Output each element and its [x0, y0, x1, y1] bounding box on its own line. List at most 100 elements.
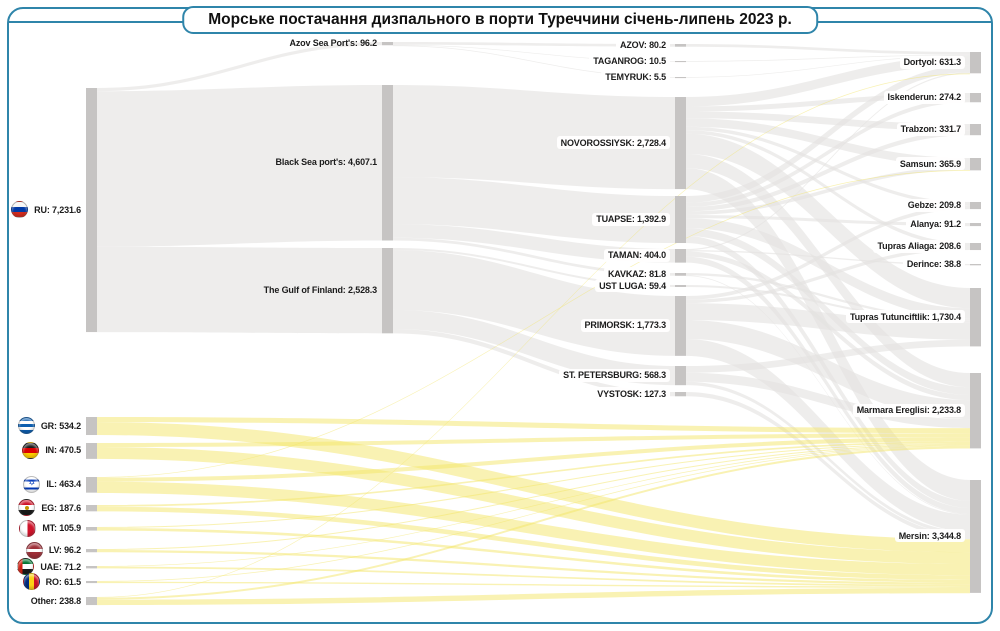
flow-gr-to-mersin[interactable]	[97, 422, 970, 553]
node-derince[interactable]	[970, 264, 981, 266]
flow-black-sea-ports-to-tuapse[interactable]	[393, 177, 675, 244]
flow-eg-to-marmara-ereglisi[interactable]	[97, 441, 970, 507]
flow-novorossiysk-to-mersin[interactable]	[686, 168, 970, 501]
flow-il-to-samsun[interactable]	[97, 170, 970, 478]
node-ru[interactable]	[86, 88, 97, 333]
chart-title: Морське постачання дизпального в порти Т…	[182, 6, 818, 34]
node-ro[interactable]	[86, 581, 97, 584]
node-st-petersburg[interactable]	[675, 366, 686, 386]
node-kavkaz[interactable]	[675, 273, 686, 276]
flow-st-petersburg-to-mersin[interactable]	[686, 381, 970, 535]
flow-black-sea-ports-to-kavkaz[interactable]	[393, 237, 675, 276]
flow-tuapse-to-trabzon[interactable]	[686, 130, 970, 212]
flow-ru-to-azov-sea-ports[interactable]	[97, 42, 382, 92]
flow-eg-to-mersin[interactable]	[97, 506, 970, 580]
node-uae[interactable]	[86, 566, 97, 569]
flow-ru-to-gulf-of-finland[interactable]	[97, 246, 382, 334]
node-mersin[interactable]	[970, 480, 981, 593]
flag-lv-icon	[25, 541, 43, 559]
node-marmara-ereglisi[interactable]	[970, 373, 981, 449]
node-iskenderun[interactable]	[970, 93, 981, 103]
flow-lv-to-marmara-ereglisi[interactable]	[97, 444, 970, 551]
flow-primorsk-to-gebze[interactable]	[686, 205, 970, 300]
flow-gulf-of-finland-to-st-petersburg[interactable]	[393, 309, 675, 386]
node-taman[interactable]	[675, 249, 686, 263]
flow-tuapse-to-dortyol[interactable]	[686, 65, 970, 203]
label-gebze: Gebze: 209.8	[903, 198, 965, 213]
node-trabzon[interactable]	[970, 124, 981, 136]
node-gulf-of-finland[interactable]	[382, 248, 393, 334]
node-il[interactable]	[86, 477, 97, 493]
flow-temyruk-to-dortyol[interactable]	[686, 55, 970, 78]
flow-il-to-marmara-ereglisi[interactable]	[97, 437, 970, 482]
flow-novorossiysk-to-gebze[interactable]	[686, 126, 970, 206]
flow-tuapse-to-iskenderun[interactable]	[686, 98, 970, 207]
node-primorsk[interactable]	[675, 296, 686, 356]
flow-ru-to-black-sea-ports[interactable]	[97, 85, 382, 247]
node-alanya[interactable]	[970, 223, 981, 227]
flow-gr-to-marmara-ereglisi[interactable]	[97, 417, 970, 434]
flow-other-to-mersin[interactable]	[97, 587, 970, 606]
flow-azov-sea-ports-to-temyruk[interactable]	[393, 45, 675, 78]
label-taganrog: TAGANROG: 10.5	[589, 54, 670, 69]
flow-vystosk-to-mersin[interactable]	[686, 392, 970, 540]
node-temyruk[interactable]	[675, 77, 686, 79]
flow-ro-to-mersin[interactable]	[97, 581, 970, 588]
node-gebze[interactable]	[970, 202, 981, 210]
label-lv: LV: 96.2	[25, 541, 81, 559]
node-tupras-aliaga[interactable]	[970, 243, 981, 251]
node-tuapse[interactable]	[675, 196, 686, 244]
node-black-sea-ports[interactable]	[382, 85, 393, 241]
flow-tuapse-to-samsun[interactable]	[686, 166, 970, 216]
node-vystosk[interactable]	[675, 392, 686, 397]
flow-novorossiysk-to-tupras-aliaga[interactable]	[686, 130, 970, 247]
flow-gulf-of-finland-to-vystosk[interactable]	[393, 329, 675, 397]
flow-taganrog-to-dortyol[interactable]	[686, 54, 970, 62]
flow-kavkaz-to-tupras-tutunciftlik[interactable]	[686, 273, 970, 321]
flow-taman-to-mersin[interactable]	[686, 256, 970, 514]
label-text-other: Other: 238.8	[30, 595, 81, 606]
node-gr[interactable]	[86, 417, 97, 436]
node-azov-sea-ports[interactable]	[382, 42, 393, 46]
flow-uae-to-mersin[interactable]	[97, 566, 970, 587]
flow-azov-to-dortyol[interactable]	[686, 44, 970, 55]
flow-ust-luga-to-tupras-tutunciftlik[interactable]	[686, 285, 970, 323]
flag-in-icon	[22, 441, 40, 459]
flow-lv-to-mersin[interactable]	[97, 550, 970, 585]
flow-primorsk-to-tupras-tutunciftlik[interactable]	[686, 303, 970, 340]
flow-tuapse-to-mersin[interactable]	[686, 235, 970, 508]
label-gr: GR: 534.2	[17, 417, 81, 434]
node-azov[interactable]	[675, 44, 686, 47]
node-eg[interactable]	[86, 505, 97, 512]
flow-mt-to-mersin[interactable]	[97, 528, 970, 583]
flow-in-to-mersin[interactable]	[97, 447, 970, 565]
flow-kavkaz-to-mersin[interactable]	[686, 275, 970, 515]
flow-taman-to-derince[interactable]	[686, 250, 970, 266]
node-dortyol[interactable]	[970, 52, 981, 74]
node-mt[interactable]	[86, 527, 97, 531]
node-samsun[interactable]	[970, 158, 981, 171]
node-other[interactable]	[86, 597, 97, 606]
label-text-samsun: Samsun: 365.9	[895, 157, 965, 171]
flow-azov-sea-ports-to-azov[interactable]	[393, 42, 675, 47]
node-lv[interactable]	[86, 549, 97, 553]
node-novorossiysk[interactable]	[675, 97, 686, 190]
flow-azov-sea-ports-to-taganrog[interactable]	[393, 44, 675, 62]
flow-novorossiysk-to-tupras-tutunciftlik[interactable]	[686, 133, 970, 309]
flow-novorossiysk-to-marmara-ereglisi[interactable]	[686, 153, 970, 388]
flow-il-to-mersin[interactable]	[97, 481, 970, 576]
flow-black-sea-ports-to-novorossiysk[interactable]	[393, 85, 675, 190]
node-ust-luga[interactable]	[675, 285, 686, 288]
label-text-azov: AZOV: 80.2	[615, 38, 670, 52]
flow-gulf-of-finland-to-ust-luga[interactable]	[393, 248, 675, 288]
flow-other-to-dortyol[interactable]	[97, 73, 970, 598]
node-in[interactable]	[86, 443, 97, 459]
node-taganrog[interactable]	[675, 61, 686, 63]
flag-eg-icon	[18, 499, 36, 517]
flow-ro-to-marmara-ereglisi[interactable]	[97, 445, 970, 582]
flow-tuapse-to-marmara-ereglisi[interactable]	[686, 228, 970, 395]
flow-novorossiysk-to-samsun[interactable]	[686, 118, 970, 167]
flow-taman-to-dortyol[interactable]	[686, 72, 970, 251]
node-tupras-tutunciftlik[interactable]	[970, 288, 981, 347]
flow-novorossiysk-to-dortyol[interactable]	[686, 56, 970, 107]
